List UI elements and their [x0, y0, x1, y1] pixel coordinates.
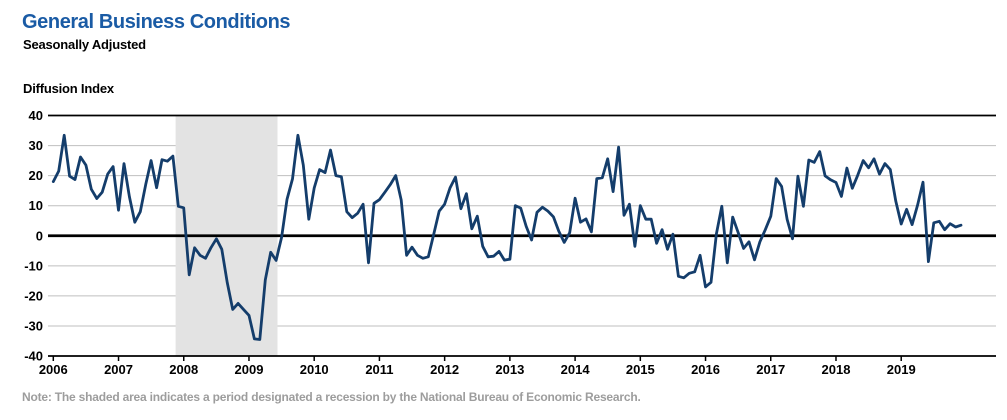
y-tick-label: -40 [24, 349, 43, 364]
x-tick-label: 2013 [495, 362, 524, 377]
chart-subtitle: Seasonally Adjusted [23, 37, 146, 52]
x-tick-label: 2017 [756, 362, 785, 377]
y-tick-label: 40 [29, 108, 43, 123]
x-tick-label: 2012 [430, 362, 459, 377]
x-tick-label: 2018 [822, 362, 851, 377]
x-tick-label: 2016 [691, 362, 720, 377]
y-tick-label: -30 [24, 318, 43, 333]
x-tick-label: 2014 [561, 362, 591, 377]
x-tick-label: 2019 [887, 362, 916, 377]
x-tick-label: 2015 [626, 362, 655, 377]
y-tick-label: 0 [36, 228, 43, 243]
x-tick-label: 2011 [365, 362, 393, 377]
y-axis-title: Diffusion Index [23, 81, 114, 96]
x-tick-label: 2006 [39, 362, 68, 377]
data-line [51, 133, 963, 341]
y-tick-label: -10 [24, 258, 43, 273]
y-tick-label: 10 [29, 198, 43, 213]
x-tick-label: 2007 [104, 362, 133, 377]
chart-title: General Business Conditions [22, 11, 291, 33]
x-tick-label: 2010 [300, 362, 329, 377]
y-tick-label: 30 [29, 138, 43, 153]
x-tick-label: 2008 [169, 362, 198, 377]
x-tick-label: 2009 [235, 362, 264, 377]
y-tick-label: 20 [29, 168, 43, 183]
source-note: Note: The shaded area indicates a period… [22, 390, 641, 404]
y-tick-label: -20 [24, 288, 43, 303]
